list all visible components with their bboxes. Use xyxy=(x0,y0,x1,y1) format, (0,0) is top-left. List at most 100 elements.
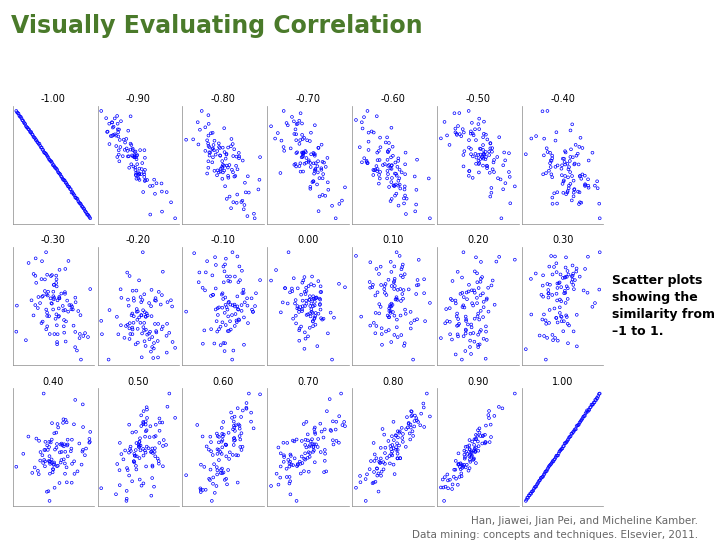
Point xyxy=(128,312,140,321)
Point xyxy=(593,390,605,399)
Point xyxy=(287,461,299,469)
Point xyxy=(156,207,168,216)
Point xyxy=(165,296,176,305)
Point xyxy=(339,183,351,192)
Point xyxy=(485,433,497,441)
Point xyxy=(202,164,214,172)
Point xyxy=(285,451,297,460)
Point xyxy=(84,435,95,443)
Point xyxy=(583,406,595,414)
Point xyxy=(293,308,305,316)
Point xyxy=(132,315,143,324)
Point xyxy=(53,313,64,321)
Point xyxy=(377,341,388,349)
Point xyxy=(525,489,536,498)
Point xyxy=(390,446,402,454)
Point xyxy=(559,172,571,180)
Point xyxy=(70,293,81,302)
Point xyxy=(128,457,140,465)
Point xyxy=(193,140,204,149)
Point xyxy=(557,274,569,282)
Point xyxy=(387,143,398,151)
Point xyxy=(138,418,149,427)
Point xyxy=(300,435,311,444)
Point xyxy=(383,326,395,334)
Point xyxy=(207,153,219,161)
Point xyxy=(357,124,369,133)
Point xyxy=(82,211,94,219)
Point xyxy=(254,153,266,161)
Point xyxy=(591,177,603,186)
Point xyxy=(319,449,330,458)
Point xyxy=(574,418,585,427)
Point xyxy=(465,127,477,136)
Point xyxy=(563,184,575,193)
Point xyxy=(315,165,327,174)
Point xyxy=(228,434,240,442)
Point xyxy=(552,279,563,288)
Point xyxy=(39,148,50,157)
Point xyxy=(460,329,472,338)
Point xyxy=(140,342,151,350)
Point xyxy=(374,167,386,176)
Point xyxy=(536,474,547,482)
Point xyxy=(540,355,552,364)
Point xyxy=(400,210,412,218)
Point xyxy=(166,302,178,311)
Point xyxy=(73,334,85,342)
Point xyxy=(48,161,59,170)
Point xyxy=(523,491,534,500)
Point xyxy=(359,113,370,122)
Point xyxy=(61,441,73,450)
Point xyxy=(41,271,53,279)
Point xyxy=(557,179,568,188)
Point xyxy=(316,427,328,436)
Point xyxy=(212,304,223,313)
Point xyxy=(549,304,560,313)
Point xyxy=(406,411,418,420)
Point xyxy=(51,462,63,470)
Point xyxy=(76,447,88,456)
Point xyxy=(374,457,385,466)
Point xyxy=(327,436,338,444)
Point xyxy=(553,279,564,288)
Point xyxy=(553,449,564,457)
Point xyxy=(461,461,472,469)
Point xyxy=(400,305,411,314)
Point xyxy=(470,435,482,443)
Point xyxy=(322,178,333,187)
Point xyxy=(241,294,253,302)
Point xyxy=(211,482,222,490)
Point xyxy=(84,437,96,446)
Point xyxy=(394,165,405,174)
Point xyxy=(563,163,575,171)
Point xyxy=(385,445,397,454)
Point xyxy=(575,171,586,180)
Point xyxy=(62,452,73,461)
Point xyxy=(392,454,403,463)
Point xyxy=(314,174,325,183)
Point xyxy=(374,300,385,308)
Point xyxy=(307,309,318,318)
Point xyxy=(230,161,242,170)
Point xyxy=(138,407,149,415)
Point xyxy=(307,148,319,157)
Point xyxy=(148,482,160,491)
Point xyxy=(74,199,86,207)
Point xyxy=(475,307,487,315)
Point xyxy=(147,449,158,457)
Point xyxy=(138,420,149,429)
Point xyxy=(584,403,595,412)
Point xyxy=(145,312,157,320)
Point xyxy=(275,308,287,316)
Point xyxy=(552,336,564,345)
Point xyxy=(217,168,229,177)
Point xyxy=(405,324,417,333)
Point xyxy=(469,267,480,276)
Point xyxy=(225,408,237,417)
Point xyxy=(424,299,436,307)
Point xyxy=(386,299,397,308)
Point xyxy=(366,479,378,488)
Point xyxy=(405,435,416,444)
Point xyxy=(52,296,63,305)
